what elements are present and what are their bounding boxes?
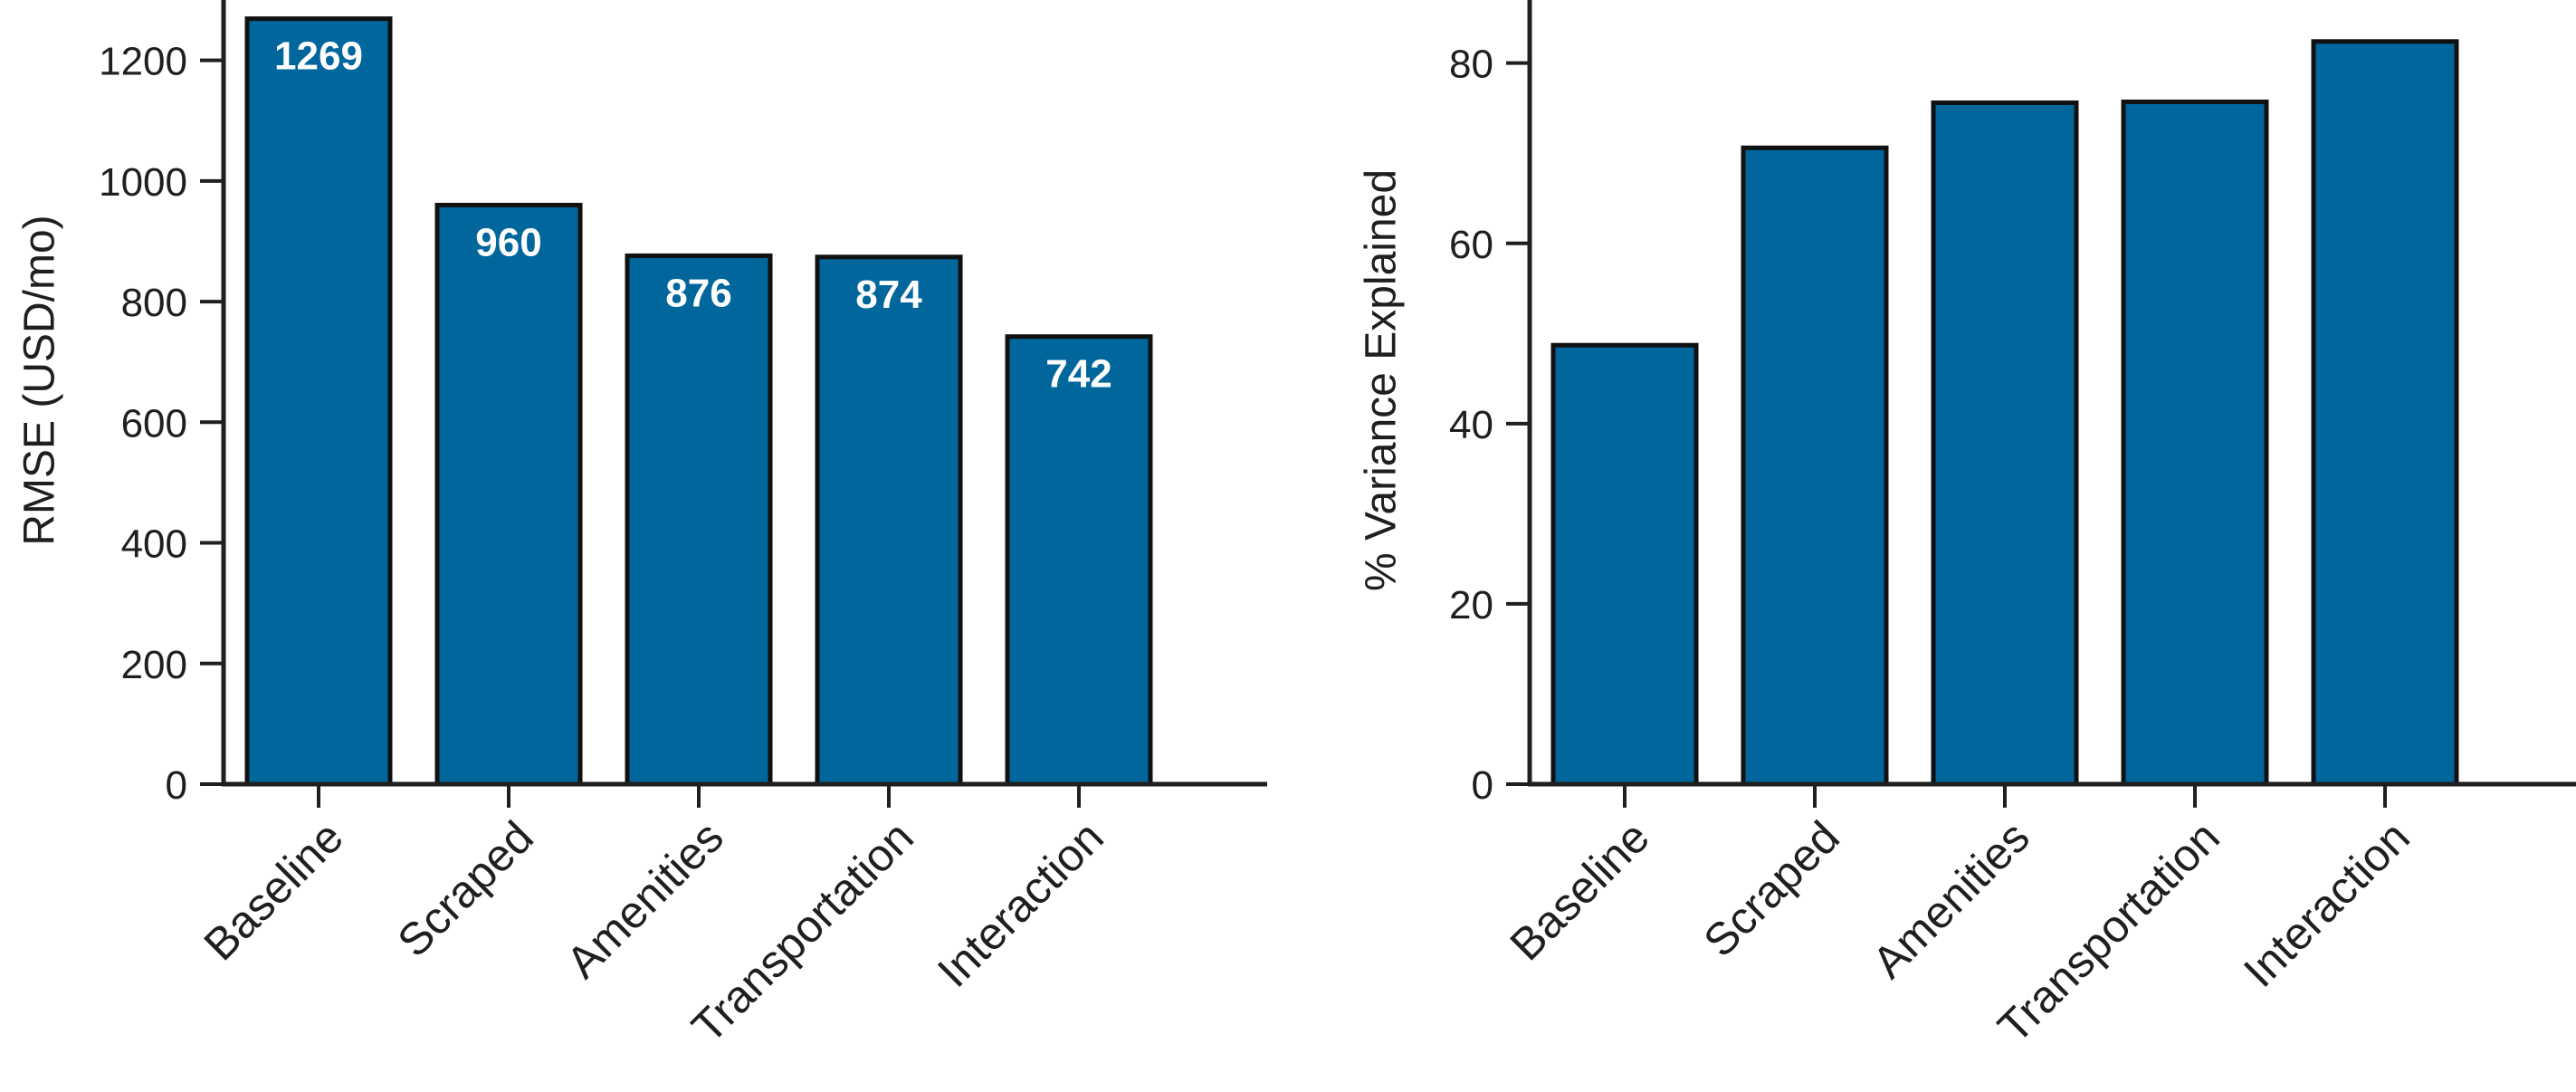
rmse-bar-transportation — [815, 254, 963, 787]
rmse-data-label: 876 — [665, 271, 731, 315]
rmse-y-tick-label: 800 — [121, 281, 187, 325]
rmse-bar-amenities — [625, 253, 773, 787]
rmse-data-label: 874 — [855, 273, 922, 317]
rmse-y-tick-label: 600 — [121, 401, 187, 445]
rmse-y-tick-label: 0 — [166, 763, 187, 808]
variance-y-axis-title: % Variance Explained — [1358, 169, 1406, 591]
rmse-bar-baseline — [244, 16, 393, 787]
variance-y-tick-label: 0 — [1472, 763, 1493, 808]
rmse-x-tick-label: Interaction — [928, 811, 1113, 997]
rmse-y-tick-label: 1200 — [99, 40, 187, 84]
variance-y-tick-label: 80 — [1449, 43, 1493, 87]
variance-x-tick-label: Scraped — [1693, 811, 1848, 966]
variance-bar-transportation — [2121, 99, 2269, 787]
variance-bar-baseline — [1550, 342, 1699, 787]
variance-bar-amenities — [1931, 100, 2079, 787]
rmse-bar-interaction — [1005, 334, 1153, 787]
rmse-x-tick-label: Baseline — [195, 811, 353, 970]
rmse-y-tick-label: 200 — [121, 643, 187, 687]
rmse-data-label: 960 — [475, 220, 541, 264]
variance-x-tick-label: Baseline — [1501, 811, 1659, 970]
variance-y-tick-label: 40 — [1449, 403, 1493, 447]
rmse-y-tick-label: 400 — [121, 522, 187, 567]
rmse-bar-scraped — [434, 202, 583, 787]
rmse-data-label: 1269 — [274, 34, 363, 79]
variance-y-tick-label: 60 — [1449, 223, 1493, 267]
rmse-y-axis-title: RMSE (USD/mo) — [16, 215, 64, 545]
variance-bar-scraped — [1741, 145, 1889, 787]
variance-bar-interaction — [2311, 39, 2459, 787]
variance-x-tick-label: Amenities — [1863, 811, 2039, 988]
rmse-x-tick-label: Amenities — [557, 811, 733, 988]
variance-x-tick-label: Interaction — [2234, 811, 2419, 997]
rmse-bar-chart: 1269Baseline960Scraped876Amenities874Tra… — [16, 0, 1267, 1052]
rmse-x-tick-label: Scraped — [387, 811, 542, 966]
rmse-y-tick-label: 1000 — [99, 160, 187, 205]
rmse-data-label: 742 — [1045, 352, 1111, 397]
variance-y-tick-label: 20 — [1449, 583, 1493, 627]
